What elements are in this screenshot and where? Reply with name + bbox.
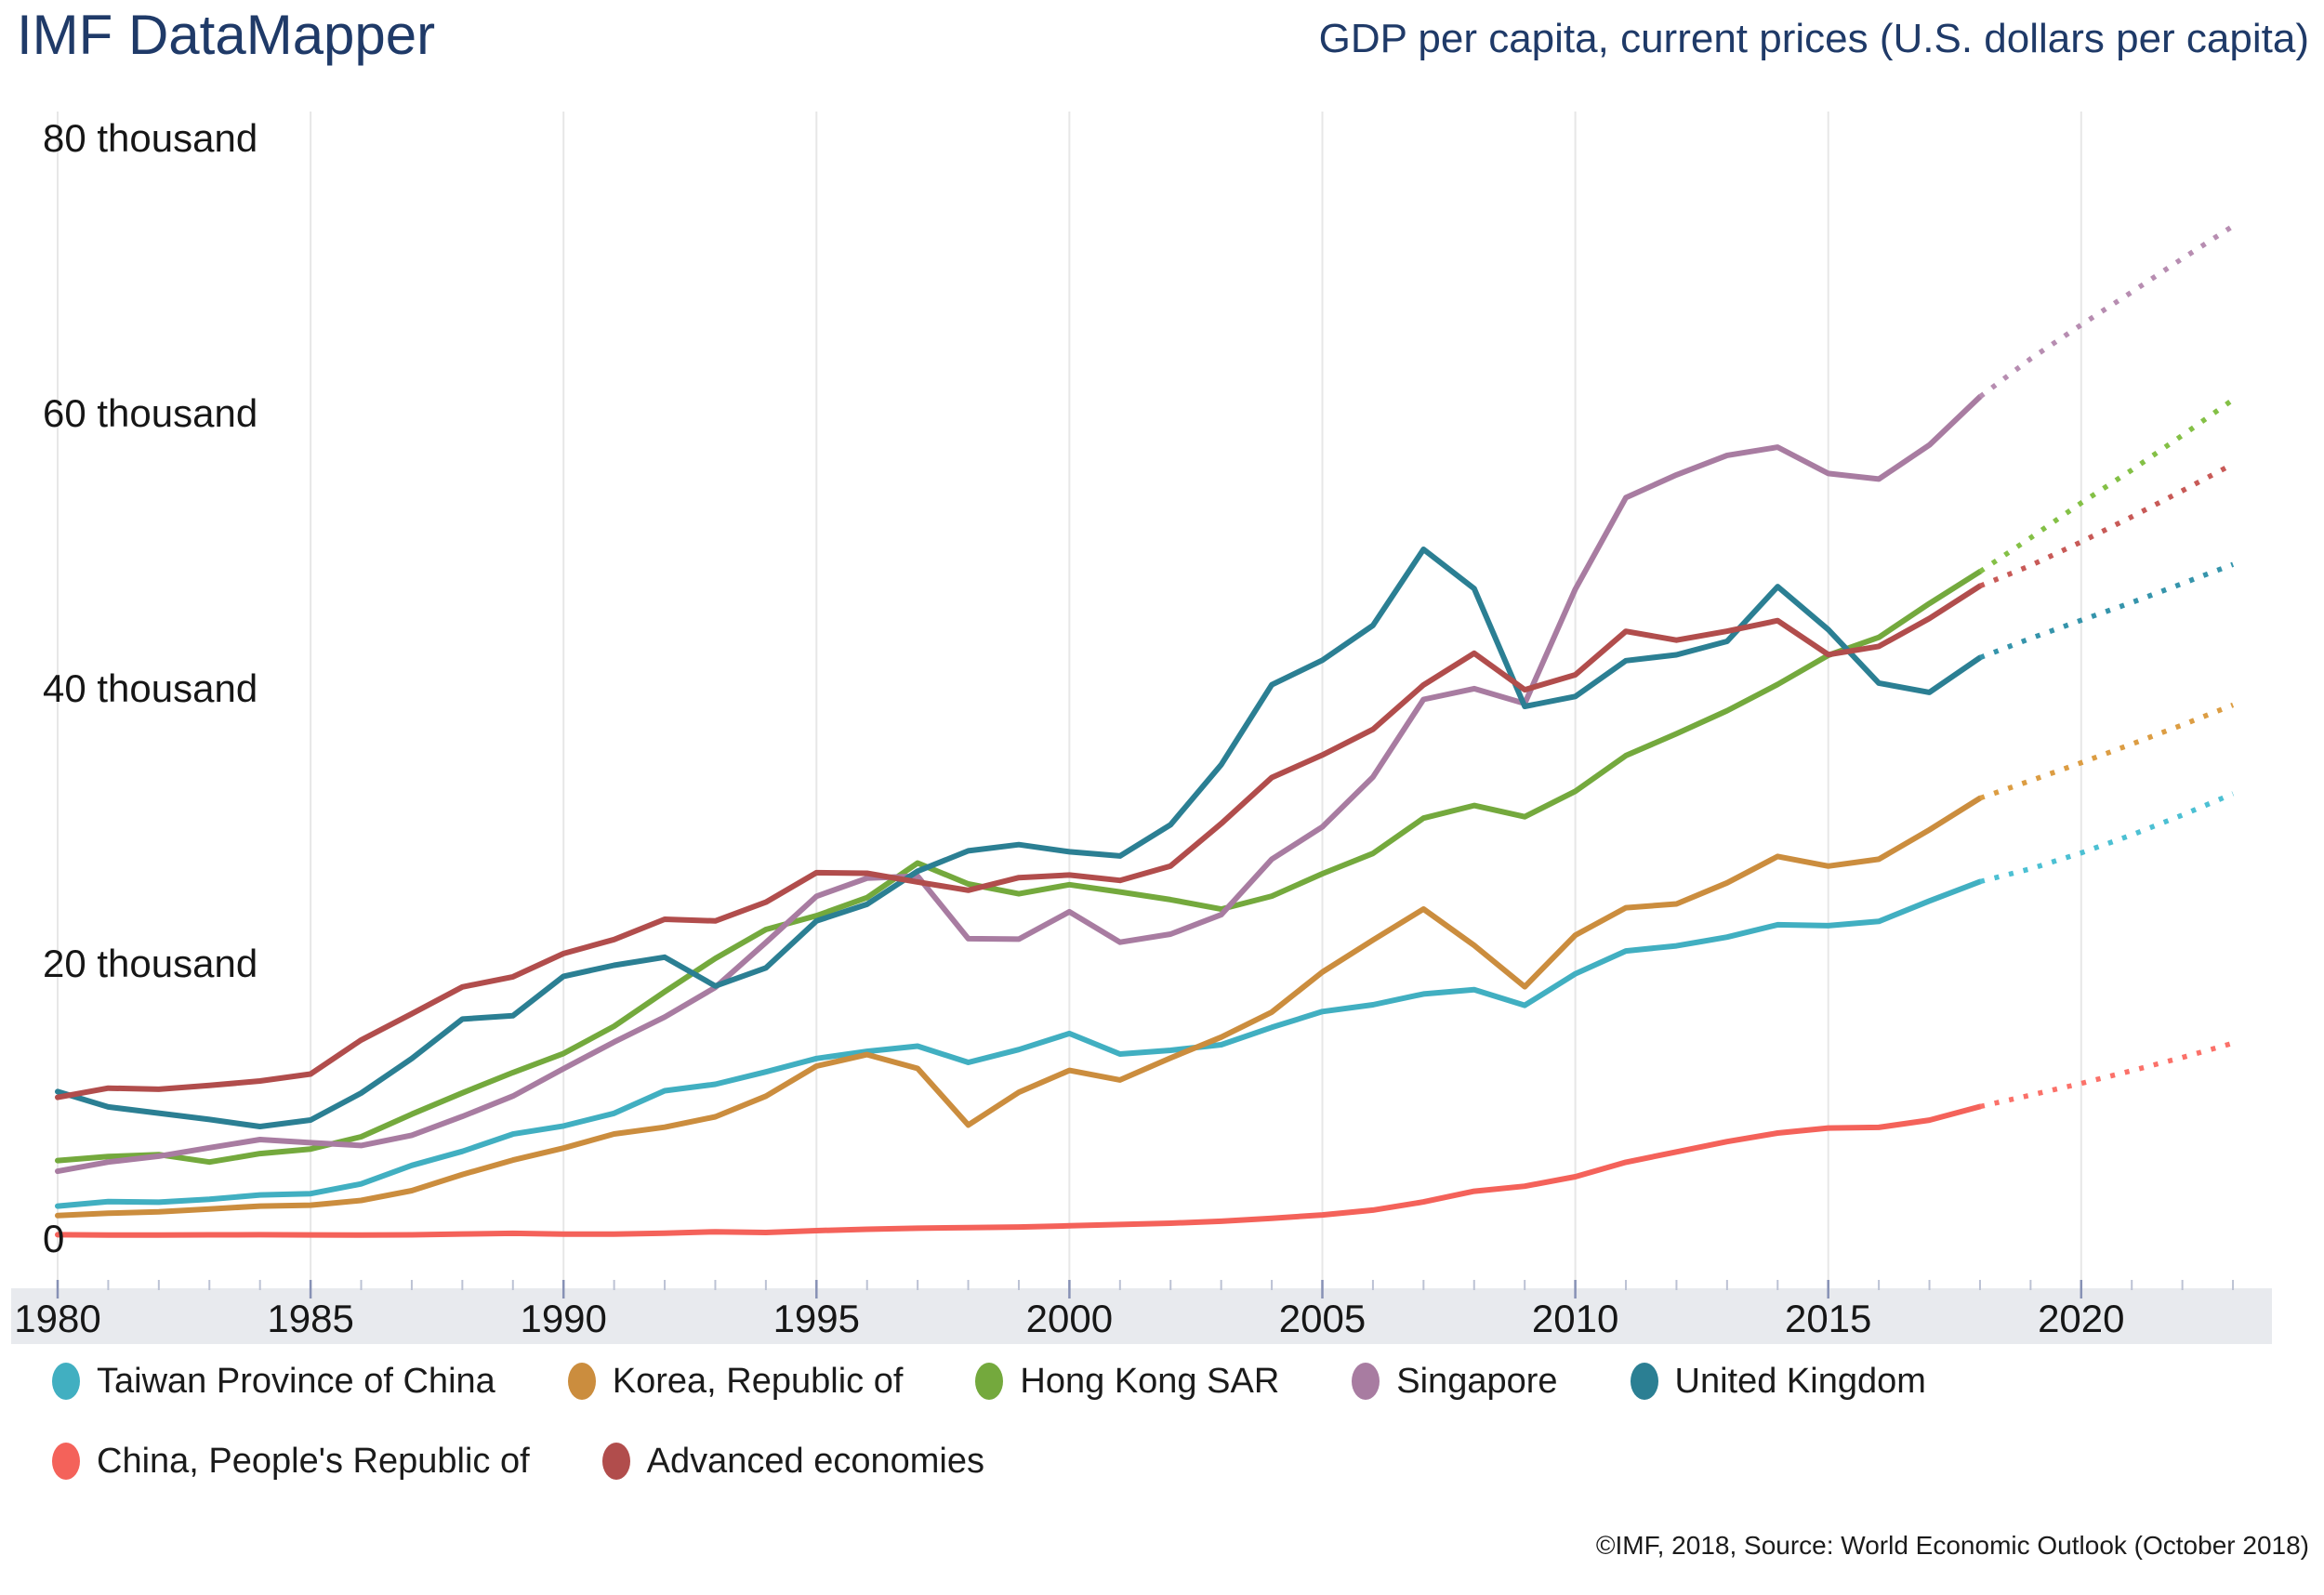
legend-swatch-korea [567,1363,596,1400]
series-line-korea[interactable] [55,795,1983,1219]
series-line-taiwan[interactable] [55,878,1983,1209]
series-projection-advanced-economies[interactable] [1978,461,2235,588]
x-axis-label-2000: 2000 [1025,1297,1114,1340]
y-axis-label-0: 0 [43,1217,65,1260]
chart-title: GDP per capita, current prices (U.S. dol… [1318,16,2309,61]
legend-label: Singapore [1396,1362,1558,1401]
series-line-china[interactable] [55,1103,1983,1238]
legend-swatch-hong-kong [975,1363,1004,1400]
legend-label: United Kingdom [1674,1362,1926,1401]
legend-item-advanced-economies[interactable]: Advanced economies [601,1440,984,1483]
series-projection-singapore[interactable] [1978,223,2235,399]
y-axis-label-80000: 80 thousand [43,116,258,160]
x-axis-band [11,1288,2272,1344]
x-axis-label-1985: 1985 [267,1297,354,1340]
x-axis-label-1980: 1980 [14,1297,101,1340]
legend-item-hong-kong[interactable]: Hong Kong SAR [975,1360,1279,1403]
x-axis-label-2010: 2010 [1531,1297,1619,1340]
legend-row-1: Taiwan Province of China Korea, Republic … [52,1359,1926,1404]
series-projection-united-kingdom[interactable] [1979,561,2235,661]
series-line-hong-kong[interactable] [55,568,1983,1166]
legend-item-taiwan[interactable]: Taiwan Province of China [52,1360,495,1403]
series-line-united-kingdom[interactable] [55,547,1983,1129]
legend-swatch-china [52,1443,80,1480]
y-axis-label-60000: 60 thousand [43,391,258,435]
legend-item-korea[interactable]: Korea, Republic of [567,1360,904,1403]
series-line-singapore[interactable] [55,393,1983,1175]
legend-row-2: China, People's Republic of Advanced econ… [52,1439,984,1483]
legend-item-china[interactable]: China, People's Republic of [52,1440,530,1483]
series-projection-korea[interactable] [1979,702,2235,801]
series-projection-taiwan[interactable] [1979,791,2235,885]
x-axis-label-2005: 2005 [1278,1297,1367,1340]
legend-label: Advanced economies [646,1442,984,1481]
legend-label: Hong Kong SAR [1020,1362,1280,1401]
legend-item-singapore[interactable]: Singapore [1352,1360,1558,1403]
legend-label: Taiwan Province of China [97,1362,495,1401]
series-projection-china[interactable] [1979,1040,2234,1110]
app-title: IMF DataMapper [17,4,436,66]
x-axis-label-1995: 1995 [772,1297,861,1340]
x-axis-label-2015: 2015 [1784,1297,1872,1340]
y-axis-label-40000: 40 thousand [43,666,258,710]
series-projection-hong-kong[interactable] [1978,397,2235,574]
series-line-advanced-economies[interactable] [55,583,1983,1101]
legend-swatch-singapore [1352,1363,1380,1400]
legend-swatch-advanced-economies [601,1443,630,1480]
legend-swatch-taiwan [52,1363,80,1400]
legend-item-united-kingdom[interactable]: United Kingdom [1630,1360,1926,1403]
legend-swatch-united-kingdom [1630,1363,1658,1400]
legend-label: China, People's Republic of [97,1442,530,1481]
y-axis-label-20000: 20 thousand [43,942,258,985]
legend-label: Korea, Republic of [612,1362,904,1401]
copyright-source-note: ©IMF, 2018, Source: World Economic Outlo… [1595,1531,2309,1560]
x-axis-label-2020: 2020 [2038,1297,2125,1340]
x-axis-label-1990: 1990 [520,1297,607,1340]
